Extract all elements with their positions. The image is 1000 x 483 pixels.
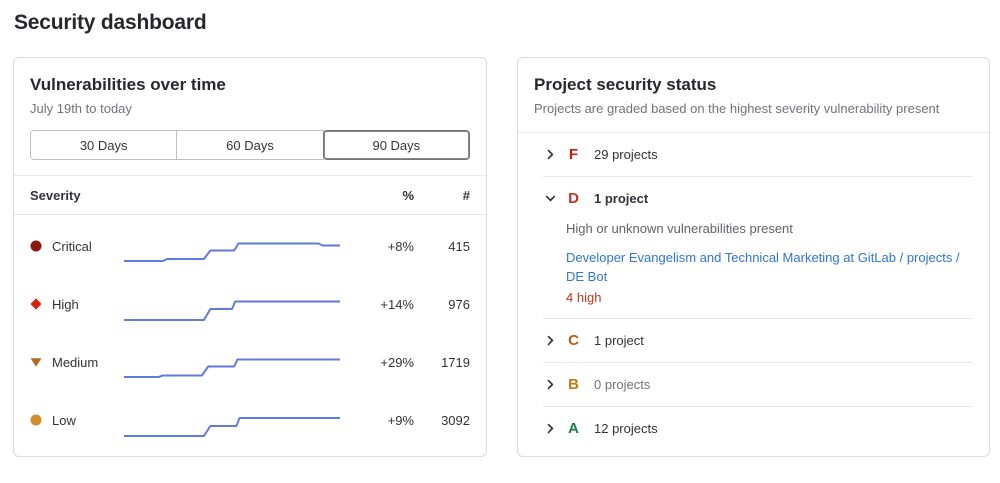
sparkline-chart — [124, 354, 340, 384]
severity-label: Critical — [52, 238, 92, 254]
severity-medium-icon — [30, 356, 42, 368]
severity-row-medium: Medium +29% 1719 — [30, 333, 470, 391]
divider — [543, 405, 973, 407]
grade-project-count: 1 project — [594, 191, 649, 206]
range-button-90-days[interactable]: 90 Days — [322, 130, 470, 160]
severity-row-critical: Critical +8% 415 — [30, 217, 470, 275]
percent-change: +8% — [387, 238, 414, 254]
divider — [518, 132, 989, 133]
severity-high-icon — [30, 298, 42, 310]
grade-row-b[interactable]: B 0 projects — [518, 363, 989, 406]
grade-letter: B — [568, 375, 579, 393]
severity-label: Medium — [52, 354, 99, 370]
severity-label: High — [52, 296, 79, 312]
range-button-60-days[interactable]: 60 Days — [176, 130, 324, 160]
sparkline-chart — [124, 296, 340, 326]
divider — [14, 175, 486, 176]
divider — [543, 317, 973, 319]
panel-title: Project security status — [534, 75, 717, 94]
date-range-label: July 19th to today — [30, 101, 132, 116]
chevron-right-icon — [543, 333, 557, 347]
chevron-down-icon — [543, 192, 557, 206]
grade-description: High or unknown vulnerabilities present — [566, 221, 793, 236]
grade-row-a[interactable]: A 12 projects — [518, 407, 989, 450]
sparkline-chart — [124, 238, 340, 268]
percent-column-header: % — [402, 188, 414, 203]
grade-project-count: 0 projects — [594, 376, 651, 392]
vulnerability-count: 976 — [448, 296, 470, 312]
severity-rows: Critical +8% 415 High +14% 976 Medium — [14, 215, 486, 449]
sparkline-chart — [124, 412, 340, 442]
panel-subtitle: Projects are graded based on the highest… — [534, 101, 940, 116]
severity-critical-icon — [30, 240, 42, 252]
severity-table-header: Severity % # — [14, 176, 486, 214]
grade-row-c[interactable]: C 1 project — [518, 319, 989, 362]
grade-row-d[interactable]: D 1 project — [518, 177, 989, 220]
project-security-status-panel: Project security status Projects are gra… — [517, 57, 990, 457]
grade-d-details: High or unknown vulnerabilities present … — [518, 221, 989, 318]
grade-project-count: 29 projects — [594, 147, 658, 162]
chevron-right-icon — [543, 148, 557, 162]
vulnerabilities-over-time-panel: Vulnerabilities over time July 19th to t… — [13, 57, 487, 457]
severity-summary: 4 high — [566, 289, 602, 305]
severity-column-header: Severity — [30, 188, 81, 203]
grade-letter: A — [568, 419, 579, 437]
panel-header: Project security status Projects are gra… — [518, 58, 989, 116]
grade-letter: C — [568, 331, 579, 349]
vulnerability-count: 415 — [448, 238, 470, 254]
divider — [543, 176, 973, 177]
project-link[interactable]: Developer Evangelism and Technical Marke… — [566, 250, 960, 284]
percent-change: +29% — [380, 354, 414, 370]
dashboard-panels: Vulnerabilities over time July 19th to t… — [13, 57, 990, 457]
chevron-right-icon — [543, 421, 557, 435]
panel-header: Vulnerabilities over time July 19th to t… — [14, 58, 486, 116]
vulnerability-count: 3092 — [441, 412, 470, 428]
chevron-right-icon — [543, 377, 557, 391]
percent-change: +14% — [380, 296, 414, 312]
day-range-button-group: 30 Days 60 Days 90 Days — [30, 130, 470, 160]
divider — [543, 361, 973, 363]
panel-title: Vulnerabilities over time — [30, 75, 226, 94]
grade-project-count: 1 project — [594, 332, 644, 348]
grade-row-f[interactable]: F 29 projects — [518, 133, 989, 176]
severity-row-low: Low +9% 3092 — [30, 391, 470, 449]
severity-low-icon — [30, 414, 42, 426]
severity-label: Low — [52, 412, 76, 428]
percent-change: +9% — [387, 412, 414, 428]
severity-row-high: High +14% 976 — [30, 275, 470, 333]
grade-letter: F — [568, 146, 579, 163]
range-button-30-days[interactable]: 30 Days — [30, 130, 178, 160]
vulnerability-count: 1719 — [441, 354, 470, 370]
grade-letter: D — [568, 190, 579, 207]
divider — [14, 214, 486, 215]
grade-project-count: 12 projects — [594, 420, 658, 436]
count-column-header: # — [462, 188, 470, 203]
page-title: Security dashboard — [14, 11, 207, 34]
